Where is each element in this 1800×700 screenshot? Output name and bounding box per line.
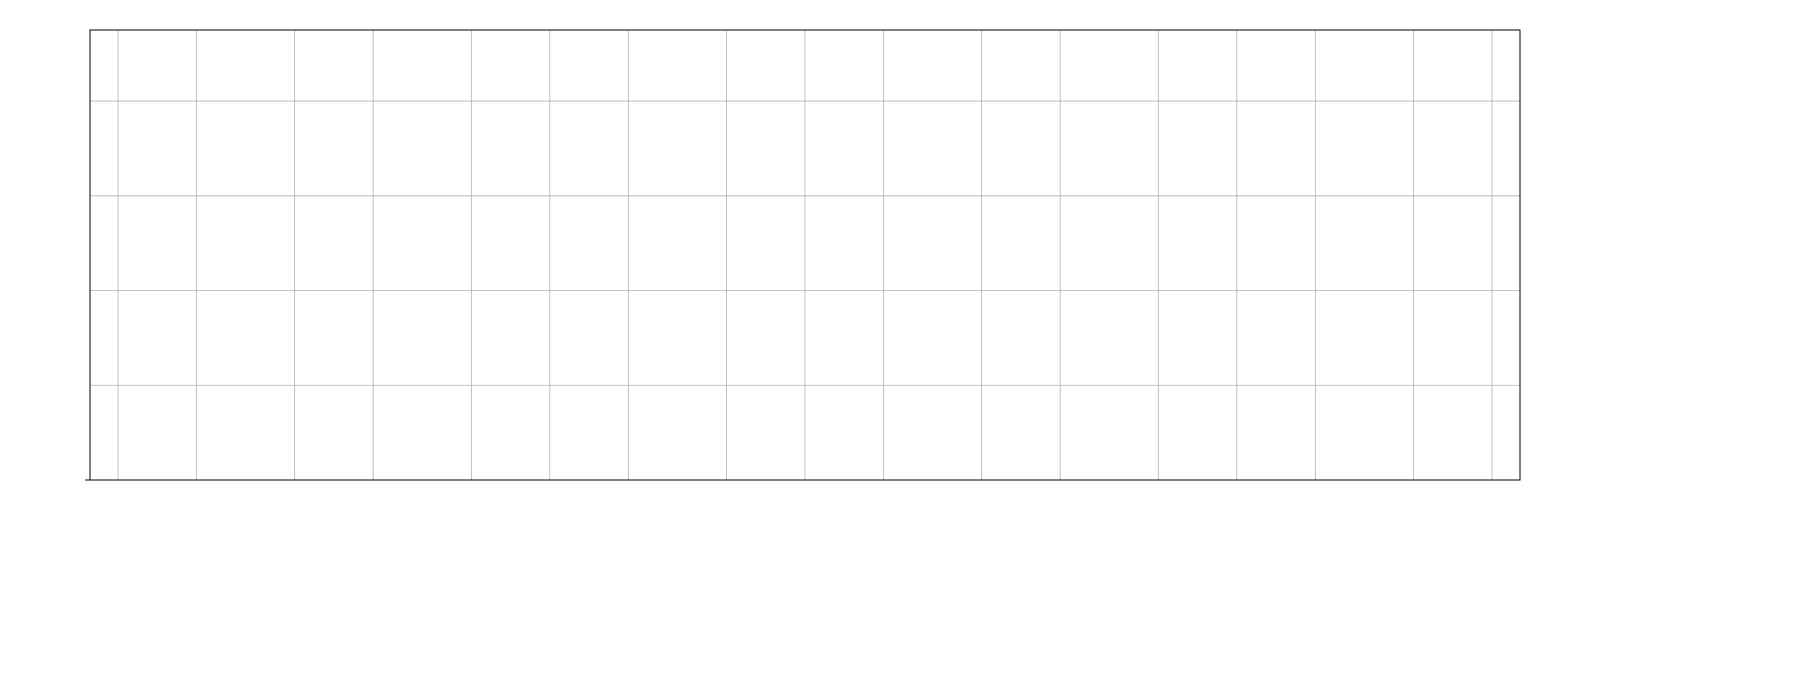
chart-container [0, 0, 1800, 700]
chart-svg [0, 0, 1800, 700]
